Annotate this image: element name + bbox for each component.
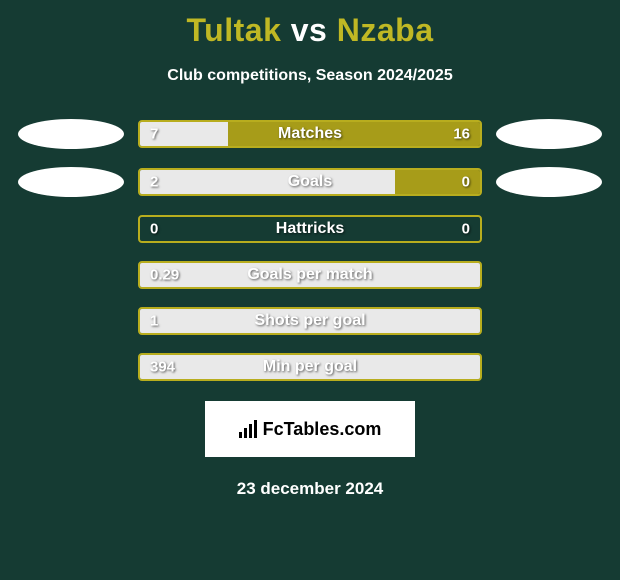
stat-value-right: 0 [462, 221, 470, 238]
stat-value-left: 0.29 [150, 267, 179, 284]
stat-value-right: 0 [462, 174, 470, 191]
subtitle: Club competitions, Season 2024/2025 [6, 67, 614, 85]
stat-label: Goals [288, 173, 332, 191]
stat-value-left: 394 [150, 359, 175, 376]
footer-date: 23 december 2024 [6, 479, 614, 499]
bar-segment-left [140, 170, 395, 194]
stat-row: 0 0 Hattricks [6, 215, 614, 243]
brand-text: FcTables.com [263, 419, 382, 440]
stat-value-left: 0 [150, 221, 158, 238]
stat-bar: 0 0 Hattricks [138, 215, 482, 243]
stats-rows: 7 16 Matches 2 0 Goals 0 0 Hattricks 0.29 Goals pe… [6, 119, 614, 381]
stat-bar: 1 Shots per goal [138, 307, 482, 335]
stat-label: Shots per goal [254, 312, 365, 330]
team-logo-left [18, 167, 124, 197]
stat-bar: 7 16 Matches [138, 120, 482, 148]
brand-box: FcTables.com [205, 401, 415, 457]
stat-row: 1 Shots per goal [6, 307, 614, 335]
stat-label: Matches [278, 125, 342, 143]
stat-row: 7 16 Matches [6, 119, 614, 149]
stat-row: 2 0 Goals [6, 167, 614, 197]
bar-chart-icon [239, 420, 257, 438]
team-logo-left [18, 119, 124, 149]
page-title: Tultak vs Nzaba [6, 12, 614, 49]
stat-bar: 2 0 Goals [138, 168, 482, 196]
stat-label: Hattricks [276, 220, 344, 238]
stat-value-left: 1 [150, 313, 158, 330]
stat-value-left: 7 [150, 126, 158, 143]
team-logo-right [496, 119, 602, 149]
title-player2: Nzaba [337, 12, 434, 48]
stat-value-left: 2 [150, 174, 158, 191]
stat-bar: 0.29 Goals per match [138, 261, 482, 289]
team-logo-right [496, 167, 602, 197]
bar-segment-right [228, 122, 480, 146]
stat-bar: 394 Min per goal [138, 353, 482, 381]
title-player1: Tultak [187, 12, 282, 48]
stat-label: Min per goal [263, 358, 357, 376]
stats-card: Tultak vs Nzaba Club competitions, Seaso… [0, 0, 620, 580]
stat-row: 0.29 Goals per match [6, 261, 614, 289]
stat-label: Goals per match [247, 266, 372, 284]
stat-value-right: 16 [453, 126, 470, 143]
stat-row: 394 Min per goal [6, 353, 614, 381]
title-vs: vs [291, 12, 328, 48]
